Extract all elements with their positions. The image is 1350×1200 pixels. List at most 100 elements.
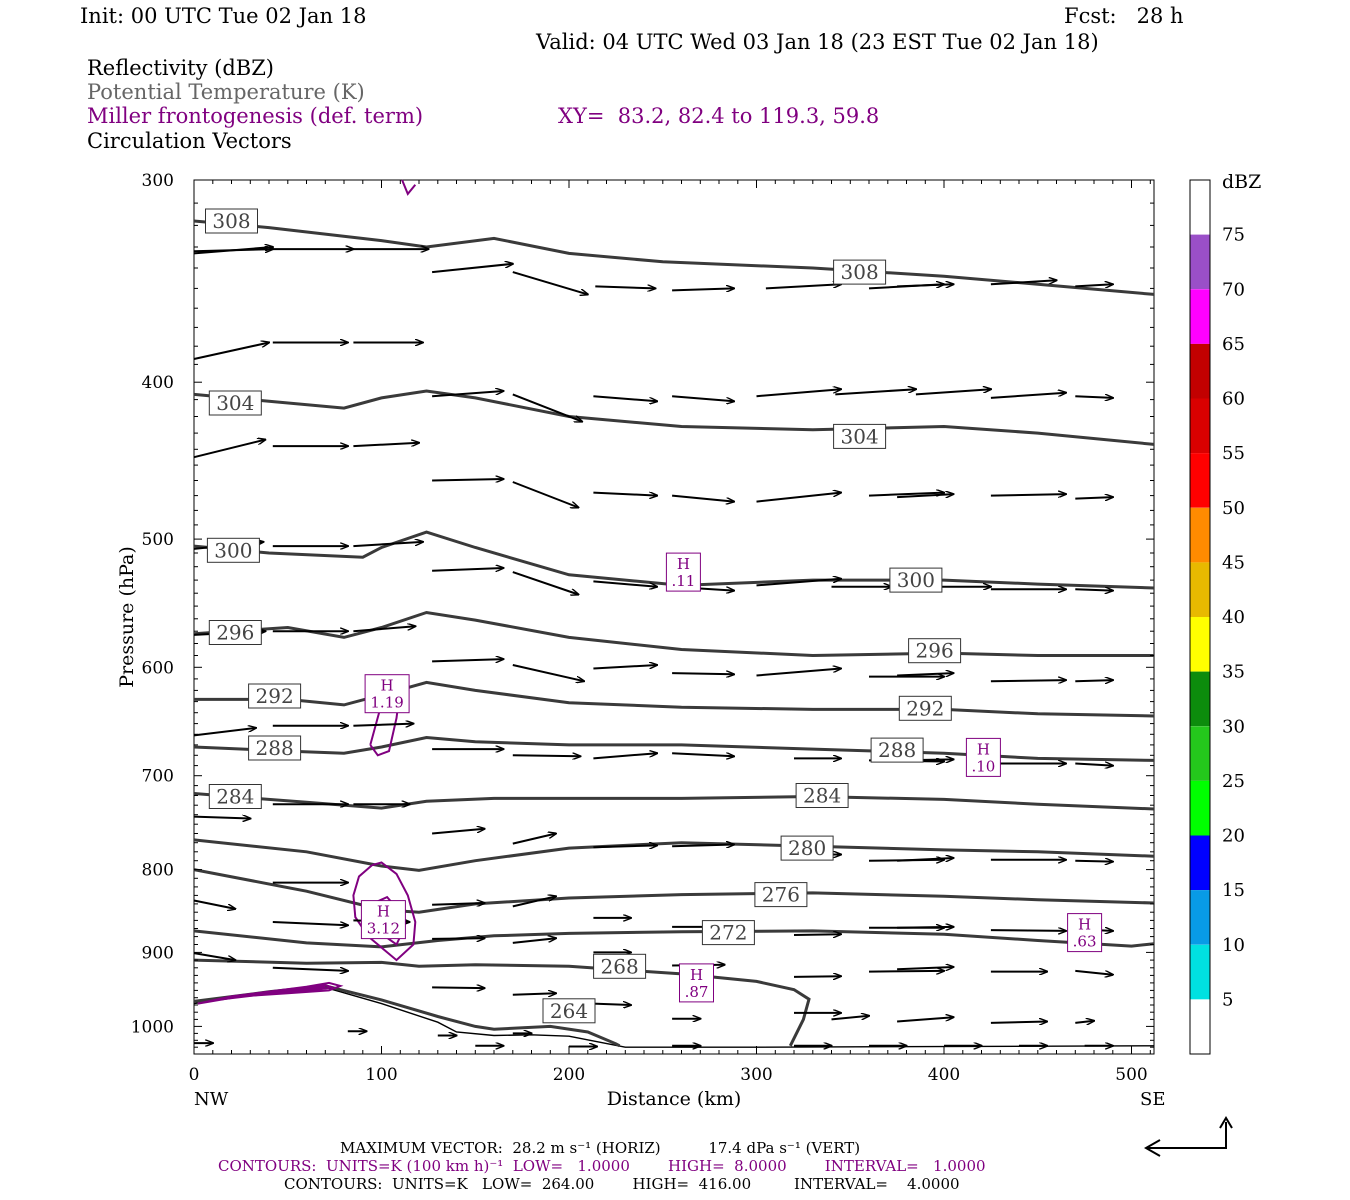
frontogenesis-max-label: H [977, 740, 990, 758]
plot-frame [193, 179, 1155, 1055]
circulation-vector [193, 817, 250, 819]
circulation-vector [432, 568, 503, 571]
colorbar-label: 35 [1222, 662, 1245, 683]
frontogenesis-max-value: .11 [671, 572, 695, 590]
colorbar-frame [1189, 179, 1211, 1055]
colorbar-label: 40 [1222, 607, 1245, 628]
circulation-vector [512, 664, 584, 681]
legend-reflectivity: Reflectivity (dBZ) [87, 56, 275, 80]
circulation-vector [672, 288, 734, 290]
y-tick-label: 900 [142, 943, 174, 963]
colorbar-label: 5 [1222, 989, 1233, 1010]
circulation-vector [432, 659, 503, 661]
circulation-vector [272, 921, 348, 925]
frontogenesis-max-label: H [1078, 916, 1091, 934]
circulation-vector [512, 896, 556, 908]
contour-label-292: 292 [256, 684, 294, 708]
frontogenesis-max-label: H [381, 677, 394, 695]
theta-contour-note: CONTOURS: UNITS=K LOW= 264.00 HIGH= 416.… [284, 1175, 960, 1193]
circulation-vector [1075, 969, 1113, 975]
contour-label-box [248, 735, 302, 761]
reflectivity-colorbar: 75 70 65 60 55 50 45 40 35 30 25 20 15 10 5 [1189, 179, 1245, 1055]
y-tick-label: 700 [142, 767, 174, 787]
contour-label-300: 300 [897, 568, 935, 592]
circulation-vector [756, 389, 841, 398]
contour-label-288: 288 [256, 736, 294, 760]
axes: 300 400 500 600 700 800 900 1000 0 100 200 300 400 50… [131, 171, 1154, 1085]
circulation-vector [353, 626, 415, 633]
circulation-vector [193, 343, 269, 360]
theta-contour-280 [193, 838, 1155, 872]
circulation-vector [990, 280, 1057, 286]
frontogenesis-max-box [360, 900, 406, 940]
colorbar-segment [1190, 726, 1210, 781]
circulation-vector [512, 481, 579, 508]
colorbar-label: 70 [1222, 279, 1245, 300]
colorbar-label: 45 [1222, 552, 1245, 573]
circulation-vector [432, 903, 485, 905]
circulation-vector [593, 753, 657, 760]
frontogenesis-max-value: .87 [685, 983, 709, 1001]
colorbar-label: 75 [1222, 225, 1245, 246]
contour-label-308: 308 [212, 209, 250, 233]
circulation-vector [593, 580, 657, 586]
circulation-vector [431, 264, 513, 274]
contour-label-box [833, 423, 887, 449]
colorbar-segment [1190, 398, 1210, 454]
contour-label-272: 272 [709, 921, 747, 945]
contour-label-box [833, 259, 887, 285]
circulation-vector [432, 479, 503, 481]
contour-label-box [208, 620, 262, 645]
circulation-vector [353, 542, 422, 548]
colorbar-label: 55 [1222, 443, 1245, 464]
colorbar-segment [1190, 507, 1210, 563]
circulation-vector [432, 938, 485, 939]
contour-label-308: 308 [841, 260, 879, 284]
contour-label-box [780, 835, 834, 861]
circulation-vector [756, 669, 841, 677]
circulation-vector [756, 493, 841, 503]
frontogenesis-max-box [965, 737, 1001, 777]
circulation-vector [990, 393, 1066, 399]
legend-potential-temperature: Potential Temperature (K) [87, 80, 365, 104]
circulation-vector [672, 395, 734, 401]
circulation-vector [353, 443, 419, 448]
frontogenesis-max-box [1067, 913, 1103, 953]
circulation-vector [915, 389, 991, 396]
contour-label-box [542, 998, 596, 1024]
circulation-vector [672, 752, 734, 756]
contour-label-292: 292 [906, 696, 944, 720]
y-tick-label: 600 [142, 658, 174, 678]
circulation-vector [1075, 1021, 1094, 1023]
theta-contour-288 [193, 735, 1155, 762]
circulation-vector [593, 491, 657, 496]
circulation-vector [990, 930, 1066, 931]
terrain-line [193, 986, 1155, 1048]
contour-label-box [870, 737, 924, 763]
contour-label-280: 280 [788, 836, 826, 860]
theta-contours [193, 219, 1155, 1048]
circulation-vector [595, 286, 655, 288]
circulation-vector [193, 440, 265, 459]
contour-label-box [206, 537, 260, 563]
circulation-vector [432, 391, 503, 398]
circulation-vector [512, 755, 581, 756]
contour-label-box [908, 638, 962, 664]
colorbar-label: 10 [1222, 935, 1245, 956]
contour-label-304: 304 [216, 391, 254, 415]
maximum-vector-note: MAXIMUM VECTOR: 28.2 m s⁻¹ (HORIZ) 17.4 … [340, 1139, 861, 1157]
colorbar-label: 25 [1222, 771, 1245, 792]
frontogenesis-max-value: .10 [971, 757, 995, 775]
circulation-vector [353, 724, 413, 726]
frontogenesis-max-value: 3.12 [367, 920, 400, 938]
legend-circulation-vectors: Circulation Vectors [87, 129, 292, 153]
colorbar-label: 65 [1222, 334, 1245, 355]
colorbar-label: 20 [1222, 826, 1245, 847]
valid-time: Valid: 04 UTC Wed 03 Jan 18 (23 EST Tue … [536, 30, 1099, 54]
y-tick-label: 500 [142, 530, 174, 550]
contour-label-276: 276 [762, 883, 800, 907]
contour-labels: 308 308 304 304 300 300 296 296 292 292 288 288 284 2… [205, 208, 962, 1024]
theta-contour-284 [193, 792, 1155, 811]
contour-label-288: 288 [878, 738, 916, 762]
